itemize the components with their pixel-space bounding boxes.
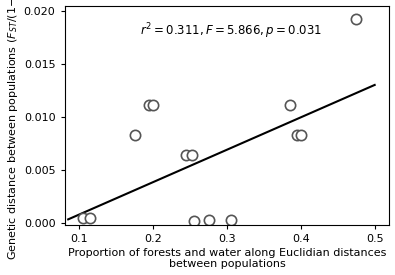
Point [228,218,234,222]
Point [188,153,195,157]
Point [294,133,300,137]
Point [183,153,190,157]
Point [87,216,94,221]
Point [150,103,156,107]
Text: $r^2 = 0.311, F = 5.866, p = 0.031$: $r^2 = 0.311, F = 5.866, p = 0.031$ [139,21,322,41]
Point [191,218,198,223]
Point [146,103,152,107]
Point [287,103,293,107]
X-axis label: Proportion of forests and water along Euclidian distances
between populations: Proportion of forests and water along Eu… [68,248,386,270]
Point [205,218,212,222]
Point [353,17,359,21]
Point [298,133,304,137]
Point [132,133,138,137]
Y-axis label: Genetic distance between populations ($F_{ST}/(1\!-\!F_{ST})$): Genetic distance between populations ($F… [6,0,20,260]
Point [80,216,86,221]
